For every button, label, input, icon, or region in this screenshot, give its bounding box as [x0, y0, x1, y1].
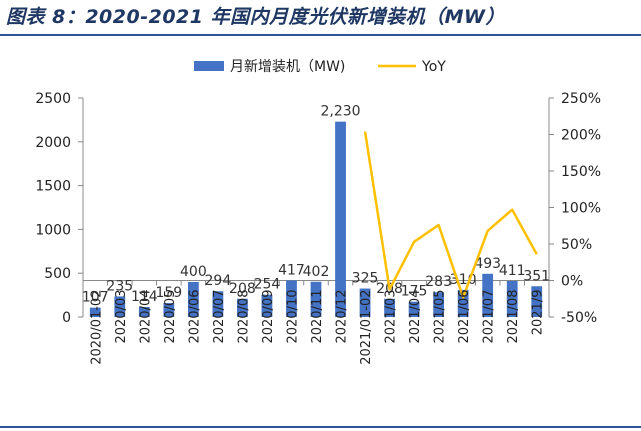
bar	[286, 280, 297, 317]
y-right-tick-label: 100%	[561, 201, 601, 217]
bar	[187, 281, 199, 317]
chart-title: 图表 8：2020-2021 年国内月度光伏新增装机（MW）	[6, 6, 505, 28]
bar-data-label: 159	[155, 285, 182, 301]
x-tick-label: 2021/03	[384, 290, 399, 344]
y-right-tick-label: 0%	[561, 274, 583, 290]
bar	[310, 281, 322, 317]
x-tick-label: 2020/08	[236, 290, 251, 344]
bar	[114, 296, 126, 317]
axes: 0 500 1000 1500 2000 2500 -50% 0% 50% 100% 150% 200…	[35, 91, 601, 326]
bar-data-label: 402	[303, 264, 330, 280]
x-tick-label: 2021/08	[506, 290, 521, 344]
legend-label-bar: 月新增装机（MW)	[230, 59, 345, 75]
bottom-rule	[0, 426, 641, 428]
bar-data-label: 208	[229, 281, 256, 297]
x-tick-label: 2020/10	[285, 290, 300, 344]
x-tick-label: 2021/01-02	[359, 290, 374, 365]
x-tick-label: 2020/06	[187, 290, 202, 344]
bar	[384, 298, 395, 317]
y-right-tick-label: -50%	[561, 310, 597, 326]
y-right-tick-label: 200%	[561, 128, 601, 144]
x-tick-label: 2020/05	[163, 290, 178, 344]
y-left-tick-label: 1500	[35, 179, 71, 195]
bar-data-label: 351	[523, 268, 550, 284]
x-tick-label: 2020/01-02	[89, 290, 104, 365]
bar	[163, 303, 175, 317]
x-tick-label: 2020/03	[114, 290, 129, 344]
bar-data-label: 294	[205, 273, 232, 289]
y-right-tick-label: 250%	[561, 91, 601, 107]
legend: 月新增装机（MW) YoY	[194, 59, 446, 75]
x-tick-label: 2021/04	[408, 290, 423, 344]
bar	[335, 121, 346, 317]
bar	[433, 292, 445, 317]
y-right-tick-label: 50%	[561, 237, 592, 253]
bar	[457, 289, 469, 317]
bar-data-label: 114	[131, 289, 158, 305]
x-tick-label: 2020/04	[138, 290, 153, 344]
bar	[89, 307, 101, 317]
x-tick-labels: 2020/01-02 2020/03 2020/04 2020/05 2020/06 20…	[89, 290, 545, 365]
x-tick-label: 2020/11	[310, 290, 325, 344]
bar-series	[89, 121, 543, 317]
x-tick-label: 2020/07	[212, 290, 227, 344]
bar	[138, 307, 150, 317]
bar	[212, 291, 224, 317]
x-tick-label: 2021/9	[531, 290, 546, 336]
bar-data-label: 2,230	[320, 104, 360, 120]
legend-label-line: YoY	[421, 59, 446, 75]
title-rule	[0, 34, 641, 36]
bar-data-label: 107	[82, 290, 109, 306]
bar-data-label: 325	[352, 271, 379, 287]
bar	[237, 298, 248, 317]
y-left-tick-label: 2500	[35, 91, 71, 107]
x-tick-label: 2021/06	[457, 290, 472, 344]
yoy-line	[363, 131, 538, 299]
bar-data-label: 283	[425, 274, 452, 290]
bar-data-label: 254	[254, 277, 281, 293]
bar-data-label: 417	[278, 262, 305, 278]
bar	[506, 280, 518, 317]
bar-data-label: 235	[106, 278, 133, 294]
bar	[531, 286, 543, 317]
bar	[482, 273, 494, 317]
bar-data-labels: 1072351141594002942082544174022,23032520…	[82, 104, 550, 306]
bar-data-label: 493	[474, 256, 501, 272]
y-left-tick-label: 2000	[35, 135, 71, 151]
bar-data-label: 411	[499, 263, 526, 279]
bar	[261, 294, 273, 317]
bar	[408, 301, 420, 317]
y-left-tick-label: 500	[44, 266, 71, 282]
yoy-line-series	[363, 131, 538, 299]
y-left-tick-label: 0	[62, 310, 71, 326]
x-tick-label: 2020/12	[335, 290, 350, 344]
bar	[359, 288, 371, 317]
bar-data-label: 175	[401, 284, 428, 300]
y-right-tick-label: 150%	[561, 164, 601, 180]
x-tick-label: 2020/09	[261, 290, 276, 344]
y-left-tick-label: 1000	[35, 222, 71, 238]
x-tick-label: 2021/05	[433, 290, 448, 344]
bar-data-label: 400	[180, 264, 207, 280]
x-tick-label: 2021/07	[482, 290, 497, 344]
legend-swatch-bar	[194, 61, 224, 71]
